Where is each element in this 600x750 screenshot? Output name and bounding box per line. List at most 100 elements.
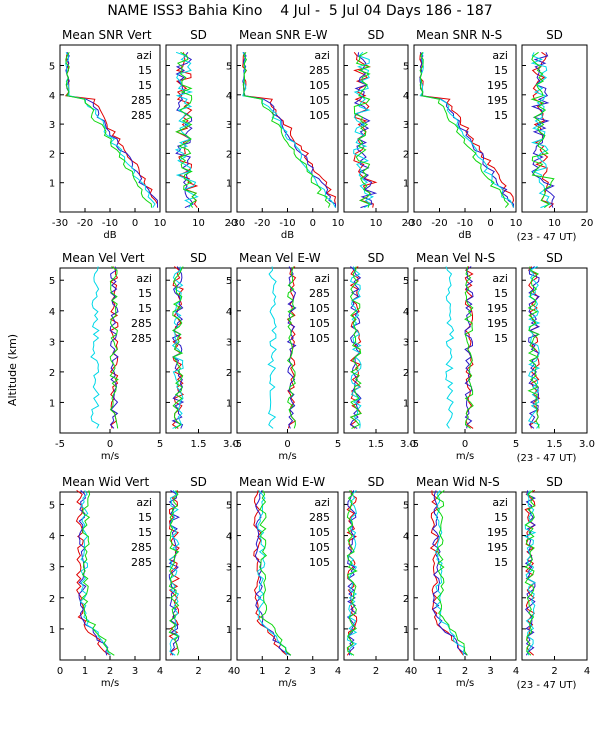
y-tick-label: 2: [49, 149, 55, 160]
legend-entry: 195: [487, 302, 508, 315]
y-tick-label: 2: [403, 149, 409, 160]
legend-entry: 285: [131, 94, 152, 107]
series-line-4: [175, 51, 198, 208]
sd-plot: SD 2 4: [165, 475, 234, 677]
y-tick-label: 3: [226, 337, 232, 348]
series-line-1: [75, 489, 111, 656]
legend-entry: 105: [309, 556, 330, 569]
series-line-2: [168, 489, 180, 656]
y-tick-label: 5: [49, 276, 55, 287]
series-line-3: [267, 266, 277, 429]
sd-plot: SD 10 20: [343, 28, 414, 229]
mean-title: Mean Wid N-S: [416, 475, 500, 489]
y-tick-label: 4: [403, 532, 409, 543]
x-tick-label: 1: [82, 666, 88, 677]
legend-entry: 15: [138, 287, 152, 300]
y-tick-label: 4: [403, 307, 409, 318]
legend-entry: 15: [494, 287, 508, 300]
x-axis-label: m/s: [278, 451, 296, 462]
x-tick-label: 1.5: [191, 439, 207, 450]
legend: azi 15 15 285 285: [131, 496, 152, 569]
x-tick-label: 4: [228, 666, 234, 677]
y-tick-label: 1: [49, 625, 55, 636]
series-line-4: [346, 490, 358, 656]
legend-entry: 105: [309, 109, 330, 122]
mean-title: Mean Wid E-W: [239, 475, 325, 489]
legend-entry: 285: [131, 317, 152, 330]
legend-entry: 15: [494, 332, 508, 345]
series-line-4: [524, 490, 536, 656]
y-tick-label: 1: [226, 625, 232, 636]
y-tick-label: 2: [49, 368, 55, 379]
x-tick-label: 4: [157, 666, 163, 677]
mean-plot: Mean SNR E-W 1 2 3 4 5 -30 -20 -10 0 10 dB: [226, 28, 345, 241]
y-tick-label: 2: [403, 594, 409, 605]
series-line-4: [81, 490, 115, 656]
x-tick-label: 2: [551, 666, 557, 677]
y-tick-label: 1: [403, 398, 409, 409]
x-tick-label: 3: [487, 666, 493, 677]
series-line-3: [527, 266, 541, 429]
plot-frame: [343, 44, 409, 213]
y-tick-label: 3: [49, 120, 55, 131]
legend-entry: 195: [487, 541, 508, 554]
legend-entry: 15: [494, 511, 508, 524]
x-tick-label: 2: [462, 666, 468, 677]
series-line-2: [464, 266, 474, 429]
legend-entry: 285: [309, 64, 330, 77]
sd-plot: SD 1.5 3.0: [165, 251, 239, 450]
y-tick-label: 5: [226, 500, 232, 511]
y-tick-label: 1: [403, 625, 409, 636]
legend: azi 285 105 105 105: [309, 49, 330, 122]
panel-2-ew: Mean Wid E-W 1 2 3 4 5 0 1 2 3 4 m/s SD 2 4 azi 285 105 10…: [226, 475, 411, 689]
legend-header: azi: [492, 496, 508, 509]
sd-title: SD: [546, 475, 563, 489]
sd-title: SD: [368, 475, 385, 489]
legend-entry: 15: [494, 64, 508, 77]
y-tick-label: 4: [49, 307, 55, 318]
sd-plot: SD 10 20: [521, 28, 593, 229]
sd-plot: SD 10 20: [165, 28, 238, 229]
x-tick-label: -10: [102, 218, 118, 229]
series-line-4: [109, 266, 119, 429]
x-tick-label: 2: [195, 666, 201, 677]
y-tick-label: 1: [226, 179, 232, 190]
ut-note: (23 - 47 UT): [517, 680, 577, 691]
y-tick-label: 5: [49, 500, 55, 511]
x-tick-label: 20: [225, 218, 238, 229]
mean-plot: Mean SNR Vert 1 2 3 4 5 -30 -20 -10 0 10 dB: [49, 28, 167, 241]
series-line-4: [286, 266, 296, 429]
legend-entry: 285: [309, 511, 330, 524]
series-line-3: [90, 266, 100, 429]
series-line-3: [524, 490, 537, 656]
legend-entry: 15: [494, 556, 508, 569]
x-tick-label: 10: [332, 218, 345, 229]
x-tick-label: 0: [107, 439, 113, 450]
y-tick-label: 2: [226, 149, 232, 160]
x-tick-label: 4: [335, 666, 341, 677]
mean-plot: Mean Vel E-W 1 2 3 4 5 -5 0 5 m/s: [226, 251, 341, 462]
plot-frame: [343, 491, 409, 661]
mean-title: Mean Vel Vert: [62, 251, 145, 265]
ut-note: (23 - 47 UT): [517, 232, 577, 243]
series-line-4: [464, 266, 474, 429]
y-tick-label: 3: [226, 563, 232, 574]
mean-title: Mean SNR N-S: [416, 28, 502, 42]
y-tick-label: 4: [49, 532, 55, 543]
x-tick-label: -10: [457, 218, 473, 229]
series-line-4: [419, 52, 510, 208]
x-tick-label: -20: [431, 218, 447, 229]
legend-entry: 195: [487, 317, 508, 330]
y-tick-label: 4: [226, 307, 232, 318]
series-line-1: [175, 52, 199, 208]
x-axis-label: m/s: [101, 451, 119, 462]
mean-title: Mean Vel N-S: [416, 251, 495, 265]
legend-entry: 105: [309, 94, 330, 107]
x-axis-label: dB: [281, 230, 294, 241]
legend-header: azi: [314, 272, 330, 285]
x-tick-label: -20: [77, 218, 93, 229]
sd-plot: SD 1.5 3.0: [521, 251, 595, 450]
